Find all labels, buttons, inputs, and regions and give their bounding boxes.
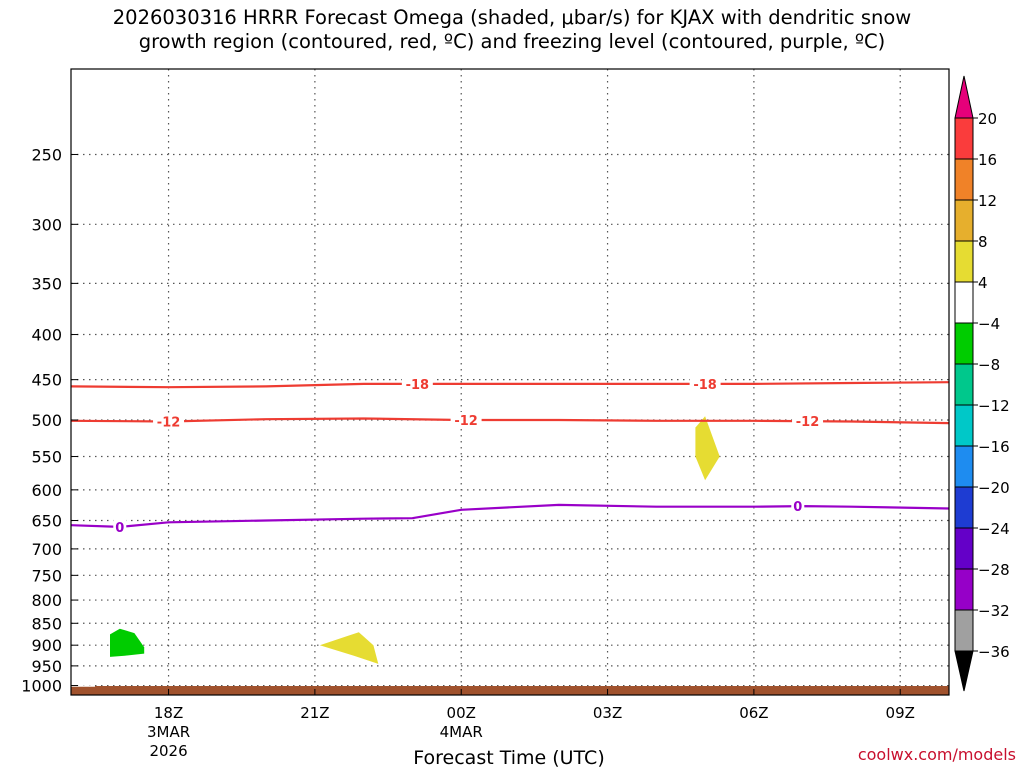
colorbar-label--12: −12 <box>978 397 1010 415</box>
ground-layer <box>71 685 949 695</box>
x-tick-label-21Z: 21Z <box>300 704 329 722</box>
contour-label-0-0: 0 <box>115 521 124 536</box>
chart-title: 2026030316 HRRR Forecast Omega (shaded, … <box>0 6 1024 54</box>
colorbar-box-10 <box>954 199 974 242</box>
colorbar-label--16: −16 <box>978 438 1010 456</box>
contour-label-bg-0-0 <box>113 518 127 535</box>
contour-label-bg--12-1 <box>450 412 482 429</box>
colorbar-box-8 <box>954 281 974 324</box>
contour-label-bg--18-1 <box>689 375 721 392</box>
colorbar-box-0 <box>954 609 974 652</box>
contour-labels: -18 -18 -12 -12 -12 0 0 <box>113 375 824 536</box>
colorbar-label-16: 16 <box>978 151 997 169</box>
y-tick-label-750: 750 <box>31 566 62 585</box>
colorbar-label--8: −8 <box>978 356 1000 374</box>
colorbar-label-4: 4 <box>978 274 988 292</box>
colorbar-label--24: −24 <box>978 520 1010 538</box>
credit-text: coolwx.com/models <box>858 745 1016 764</box>
contour-label--18-1: -18 <box>693 378 717 393</box>
contour-label--12-0: -12 <box>157 416 181 431</box>
x-tick-label-06Z: 06Z <box>739 704 768 722</box>
y-tick-label-350: 350 <box>31 274 62 293</box>
y-tick-label-450: 450 <box>31 371 62 390</box>
colorbar-box-9 <box>954 240 974 283</box>
contour-label-bg--12-2 <box>792 413 824 430</box>
colorbar-under-arrow <box>954 650 974 692</box>
colorbar-box-6 <box>954 363 974 406</box>
omega-shading <box>110 416 720 664</box>
contour-label-0-1: 0 <box>793 500 802 515</box>
x-tick-label-03Z: 03Z <box>593 704 622 722</box>
colorbar-over-arrow <box>954 75 974 119</box>
x-date-label-4MAR: 4MAR <box>440 723 483 741</box>
colorbar-box-4 <box>954 445 974 488</box>
contour-label--12-1: -12 <box>454 414 478 429</box>
contour-label-bg--12-0 <box>153 413 185 430</box>
title-line-2: growth region (contoured, red, ºC) and f… <box>138 30 886 53</box>
colorbar-label--20: −20 <box>978 479 1010 497</box>
y-tick-label-400: 400 <box>31 326 62 345</box>
colorbar-label--36: −36 <box>978 643 1010 661</box>
x-tick-label-18Z: 18Z <box>154 704 183 722</box>
colorbar-label-8: 8 <box>978 233 988 251</box>
contour-label--12-2: -12 <box>796 415 820 430</box>
y-tick-label-700: 700 <box>31 540 62 559</box>
colorbar-label--28: −28 <box>978 561 1010 579</box>
y-tick-label-950: 950 <box>31 657 62 676</box>
colorbar-box-2 <box>954 527 974 570</box>
omega-region-3 <box>695 416 720 481</box>
x-tick-label-09Z: 09Z <box>886 704 915 722</box>
y-tick-label-1000: 1000 <box>21 677 62 696</box>
y-tick-label-800: 800 <box>31 591 62 610</box>
colorbar-box-11 <box>954 158 974 201</box>
colorbar-box-7 <box>954 322 974 365</box>
colorbar-label-20: 20 <box>978 110 997 128</box>
colorbar-box-12 <box>954 117 974 160</box>
plot-background <box>71 69 949 695</box>
contour-label-bg--18-0 <box>401 375 433 392</box>
contour-line--18 <box>71 381 949 389</box>
colorbar-box-5 <box>954 404 974 447</box>
y-tick-label-900: 900 <box>31 636 62 655</box>
x-tick-label-00Z: 00Z <box>447 704 476 722</box>
colorbar-label-12: 12 <box>978 192 997 210</box>
x-axis-title: Forecast Time (UTC) <box>413 747 604 768</box>
x-date-label-3MAR: 3MAR <box>147 723 190 741</box>
colorbar-box-3 <box>954 486 974 529</box>
title-line-1: 2026030316 HRRR Forecast Omega (shaded, … <box>112 6 912 29</box>
contour-label-bg-0-1 <box>791 498 805 515</box>
y-tick-label-550: 550 <box>31 448 62 467</box>
omega-region-2 <box>319 632 379 664</box>
y-tick-label-500: 500 <box>31 411 62 430</box>
colorbar-box-1 <box>954 568 974 611</box>
y-tick-label-850: 850 <box>31 614 62 633</box>
ground-strip <box>71 686 949 695</box>
plot-frame <box>70 68 950 696</box>
colorbar: −36 −32 −28 −24 −20 −16 −12 −8 −4 4 8 12 16 20 <box>954 75 1010 692</box>
contour-label--18-0: -18 <box>406 378 430 393</box>
y-tick-label-650: 650 <box>31 512 62 531</box>
y-tick-label-250: 250 <box>31 145 62 164</box>
y-tick-label-300: 300 <box>31 215 62 234</box>
x-year-label: 2026 <box>149 742 187 760</box>
colorbar-label--4: −4 <box>978 315 1000 333</box>
y-axis: 250 300 350 400 450 500 550 600 650 700 750 800 850 9… <box>21 145 78 696</box>
omega-region-1 <box>110 628 145 657</box>
colorbar-label--32: −32 <box>978 602 1010 620</box>
y-tick-label-600: 600 <box>31 481 62 500</box>
